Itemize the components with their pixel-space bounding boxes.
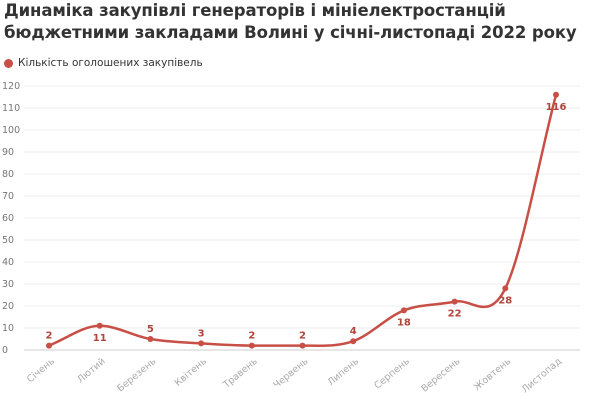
series-line-group: [46, 91, 559, 349]
legend-swatch: [4, 58, 13, 68]
data-point[interactable]: [147, 336, 154, 342]
legend-label: Кількість оголошених закупівель: [18, 57, 203, 69]
y-tick-label: 0: [2, 345, 8, 356]
data-point[interactable]: [46, 342, 52, 349]
gridlines: [24, 85, 580, 351]
y-tick-label: 110: [2, 103, 20, 114]
x-tick-label: Березень: [115, 356, 158, 395]
x-tick-label: Листопад: [520, 356, 565, 396]
y-tick-label: 20: [2, 301, 14, 312]
data-label: 4: [350, 326, 357, 337]
data-label: 3: [198, 328, 205, 339]
data-label: 28: [498, 295, 512, 306]
x-tick-label: Лютий: [75, 356, 107, 386]
chart-title: Динаміка закупівлі генераторів і мініеле…: [4, 1, 577, 42]
y-tick-label: 70: [2, 191, 14, 202]
data-label: 2: [46, 331, 53, 342]
data-point[interactable]: [248, 342, 255, 349]
y-tick-label: 90: [2, 147, 14, 158]
data-point[interactable]: [502, 285, 509, 292]
data-label: 18: [397, 317, 411, 328]
y-tick-label: 10: [2, 323, 14, 334]
data-point[interactable]: [400, 307, 407, 314]
data-point[interactable]: [299, 342, 306, 349]
legend[interactable]: Кількість оголошених закупівель: [4, 56, 203, 70]
y-tick-label: 30: [2, 279, 14, 290]
x-tick-label: Травень: [221, 356, 260, 392]
x-tick-label: Серпень: [372, 356, 412, 392]
data-label: 5: [147, 324, 154, 335]
series-line: [47, 93, 558, 348]
y-tick-label: 60: [2, 213, 14, 224]
data-point[interactable]: [350, 338, 357, 345]
data-label: 22: [448, 309, 462, 320]
data-label: 116: [546, 102, 567, 113]
data-point[interactable]: [451, 298, 458, 305]
data-point[interactable]: [198, 340, 205, 347]
y-tick-label: 40: [2, 257, 14, 268]
y-tick-label: 100: [2, 125, 20, 136]
x-tick-label: Квітень: [173, 356, 210, 389]
y-tick-label: 80: [2, 169, 14, 180]
data-point[interactable]: [96, 322, 103, 329]
x-tick-label: Червень: [271, 356, 310, 391]
data-point[interactable]: [553, 91, 559, 98]
x-tick-label: Вересень: [419, 356, 462, 395]
x-tick-label: Січень: [25, 356, 57, 386]
y-tick-label: 50: [2, 235, 14, 246]
x-tick-label: Жовтень: [472, 356, 514, 394]
data-label: 2: [248, 331, 255, 342]
y-tick-label: 120: [2, 81, 20, 92]
data-label: 11: [93, 333, 107, 344]
y-axis-ticks: 0 10 20 30 40 50 60 70 80 90 100 110 120: [2, 81, 20, 356]
x-axis-ticks: Січень Лютий Березень Квітень Травень Червень…: [25, 356, 564, 396]
data-label: 2: [299, 331, 306, 342]
x-tick-label: Липень: [326, 356, 362, 389]
